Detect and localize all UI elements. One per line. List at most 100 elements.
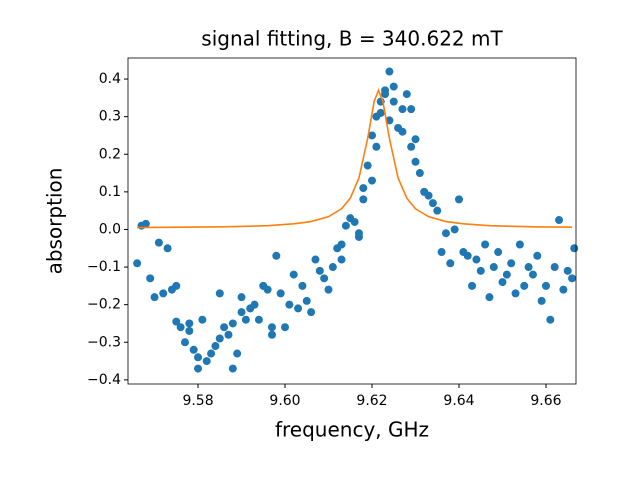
data-point — [159, 289, 168, 298]
data-point — [289, 270, 298, 279]
data-point — [389, 97, 398, 106]
data-point — [254, 315, 263, 324]
y-tick-label: 0.0 — [99, 221, 121, 237]
data-point — [481, 240, 490, 249]
data-point — [389, 82, 398, 91]
data-point — [368, 131, 377, 140]
data-point — [437, 248, 446, 257]
data-point — [211, 342, 220, 351]
data-point — [276, 289, 285, 298]
x-tick-label: 9.60 — [269, 393, 300, 409]
data-point — [298, 281, 307, 290]
data-point — [133, 259, 142, 268]
data-point — [363, 161, 372, 170]
data-point — [250, 300, 259, 309]
data-point — [215, 334, 224, 343]
data-point — [372, 142, 381, 151]
data-point — [185, 319, 194, 328]
data-point — [507, 259, 516, 268]
data-point — [424, 191, 433, 200]
data-point — [228, 319, 237, 328]
y-axis-title: absorption — [43, 168, 67, 275]
data-point — [524, 263, 533, 272]
data-point — [241, 315, 250, 324]
data-point — [485, 293, 494, 302]
data-point — [407, 105, 416, 114]
y-tick-label: −0.2 — [87, 297, 121, 313]
x-tick-label: 9.58 — [182, 393, 213, 409]
y-tick-label: 0.1 — [99, 184, 121, 200]
data-point — [207, 349, 216, 358]
data-point — [520, 281, 529, 290]
data-point — [341, 221, 350, 230]
y-tick-label: 0.4 — [99, 71, 121, 87]
data-point — [237, 308, 246, 317]
data-point — [494, 248, 503, 257]
data-point — [376, 108, 385, 117]
data-point — [502, 270, 511, 279]
data-point — [359, 195, 368, 204]
data-point — [228, 364, 237, 373]
data-point — [359, 184, 368, 193]
data-point — [407, 142, 416, 151]
data-point — [515, 240, 524, 249]
data-point — [398, 127, 407, 136]
data-point — [468, 281, 477, 290]
plot-frame — [127, 57, 577, 385]
data-point — [463, 251, 472, 260]
data-point — [411, 157, 420, 166]
data-point — [433, 206, 442, 215]
data-point — [546, 315, 555, 324]
data-point — [428, 199, 437, 208]
data-point — [163, 244, 172, 253]
data-point — [337, 240, 346, 249]
data-point — [368, 176, 377, 185]
y-tick-label: 0.2 — [99, 146, 121, 162]
data-point — [441, 229, 450, 238]
data-point — [189, 345, 198, 354]
data-point — [281, 323, 290, 332]
data-point — [267, 330, 276, 339]
data-point — [215, 289, 224, 298]
data-point — [154, 238, 163, 247]
x-tick-label: 9.66 — [530, 393, 561, 409]
data-point — [537, 296, 546, 305]
y-tick-label: −0.3 — [87, 334, 121, 350]
data-point — [233, 349, 242, 358]
chart-title: signal fitting, B = 340.622 mT — [201, 27, 503, 51]
data-point — [498, 278, 507, 287]
data-point — [185, 326, 194, 335]
y-tick-label: 0.3 — [99, 109, 121, 125]
data-point — [454, 195, 463, 204]
data-point — [563, 266, 572, 275]
data-point — [559, 285, 568, 294]
data-point — [337, 255, 346, 264]
data-point — [315, 266, 324, 275]
x-tick-label: 9.62 — [356, 393, 387, 409]
data-point — [381, 86, 390, 95]
data-point — [285, 300, 294, 309]
data-point — [511, 289, 520, 298]
data-point — [324, 285, 333, 294]
data-point — [141, 219, 150, 228]
data-point — [220, 323, 229, 332]
data-point — [307, 308, 316, 317]
data-point — [415, 169, 424, 178]
y-tick-label: −0.1 — [87, 259, 121, 275]
data-point — [570, 244, 579, 253]
data-point — [311, 255, 320, 264]
data-point — [172, 281, 181, 290]
data-point — [180, 338, 189, 347]
data-point — [385, 67, 394, 76]
data-point — [385, 116, 394, 125]
data-point — [476, 266, 485, 275]
data-point — [198, 315, 207, 324]
data-point — [194, 364, 203, 373]
data-point — [302, 296, 311, 305]
data-point — [398, 105, 407, 114]
data-point — [272, 251, 281, 260]
data-point — [172, 317, 181, 326]
data-point — [450, 225, 459, 234]
data-point — [176, 323, 185, 332]
x-axis-title: frequency, GHz — [275, 418, 429, 442]
